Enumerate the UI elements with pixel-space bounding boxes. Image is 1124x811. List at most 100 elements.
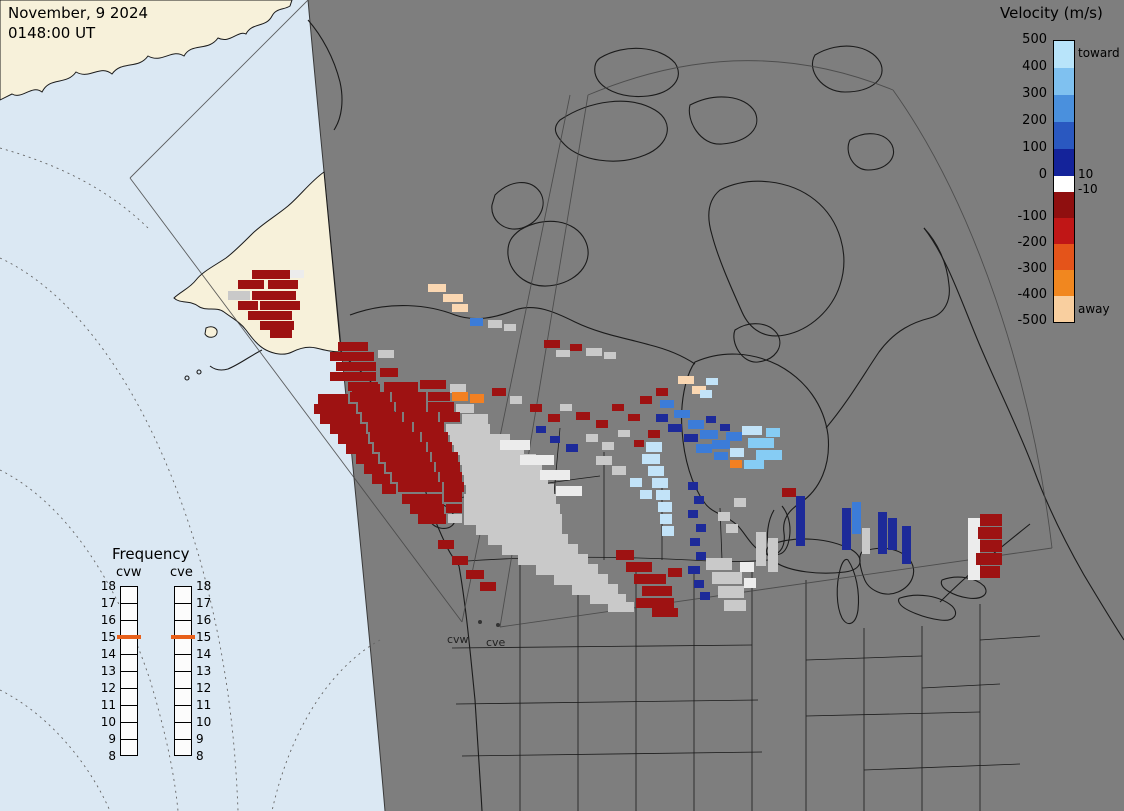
hudson-bay [681,353,830,556]
velocity-cell [782,488,796,497]
freq-tick-label: 17 [196,596,212,610]
freq-ladder-rung [174,671,192,672]
velocity-cell [700,390,712,398]
velocity-cell [674,410,690,418]
velocity-cell [596,420,608,428]
james-bay [766,505,791,555]
time-label: 0148:00 UT [8,23,96,42]
southampton-island [733,323,781,363]
velocity-cell [352,384,380,394]
velocity-cell [878,512,887,554]
freq-ladder-rung [174,705,192,706]
velocity-cell [438,540,454,549]
velocity-cell [358,402,394,412]
velocity-cell [694,580,704,588]
lake-michigan [836,558,860,625]
velocity-cell [726,524,738,533]
freq-tick-label: 13 [100,664,116,678]
velocity-cell [380,452,430,462]
velocity-cell [646,442,662,452]
velocity-cell [466,484,554,495]
velocity-tick: -300 [1017,261,1047,276]
colorbar-segment [1054,68,1074,95]
velocity-cell [443,294,463,302]
velocity-cell [500,440,530,450]
freq-tick-label: 8 [196,749,204,763]
velocity-cell [576,412,590,420]
freq-tick-label: 9 [108,732,116,746]
colorbar-segment [1054,270,1074,296]
velocity-cell [446,424,490,435]
velocity-cell [462,414,488,424]
velocity-cell [660,400,674,408]
velocity-cell [476,524,562,535]
velocity-cell [612,466,626,475]
velocity-cell [530,404,542,412]
freq-ladder-rung [120,705,138,706]
velocity-cell [688,482,698,490]
velocity-cell [422,432,448,442]
colorbar-segment [1054,95,1074,122]
velocity-cell [440,472,462,482]
velocity-cell [492,388,506,396]
freq-ladder-rung [120,688,138,689]
velocity-cell [630,478,642,487]
freq-ladder-rung [174,654,192,655]
velocity-cell [586,434,598,442]
banks-island [491,182,544,230]
velocity-cell [428,402,454,412]
velocity-cell [470,318,483,326]
velocity-cell [444,482,464,492]
velocity-tick: 0 [1038,167,1047,182]
velocity-cell [396,402,426,412]
velocity-cell [488,320,502,328]
velocity-cell [688,510,698,518]
velocity-cell [330,352,374,361]
velocity-cell [842,508,851,550]
velocity-cell [356,454,378,464]
velocity-cell [450,384,466,393]
velocity-cell [462,464,542,475]
velocity-cell [540,470,570,480]
velocity-cell [466,570,484,579]
velocity-cell [544,340,560,348]
colorbar-segment [1054,192,1074,218]
lake-erie [897,594,957,621]
velocity-cell [692,386,706,394]
arctic-coast [349,304,696,365]
freq-tick-label: 11 [100,698,116,712]
velocity-cell [734,498,746,507]
velocity-cell [386,462,434,472]
velocity-cell [668,568,682,577]
velocity-cell [768,538,778,572]
timestamp: November, 9 2024 0148:00 UT [8,4,148,43]
velocity-cell [718,586,744,598]
velocity-cell [330,424,366,434]
velocity-cell [566,444,578,452]
velocity-cell [350,392,390,402]
velocity-cell [318,394,348,404]
freq-tick-label: 18 [100,579,116,593]
chukotka-coast [307,19,343,131]
velocity-cell [796,496,805,546]
freq-marker-cve [171,635,195,639]
velocity-cell [550,436,560,443]
velocity-cell [436,462,460,472]
freq-ladder-rung [174,722,192,723]
velocity-tick: -500 [1017,313,1047,328]
velocity-cell [556,486,582,496]
velocity-cell [364,464,384,474]
velocity-cell [414,422,444,432]
freq-tick-label: 11 [196,698,212,712]
velocity-cell [374,442,426,452]
colorbar-segment [1054,41,1074,68]
velocity-cell [464,504,560,515]
velocity-cell [452,556,468,565]
velocity-cell [596,456,612,465]
velocity-cell [448,514,462,523]
velocity-cell [726,432,742,441]
velocity-cell [372,474,390,484]
velocity-cell [446,504,462,513]
